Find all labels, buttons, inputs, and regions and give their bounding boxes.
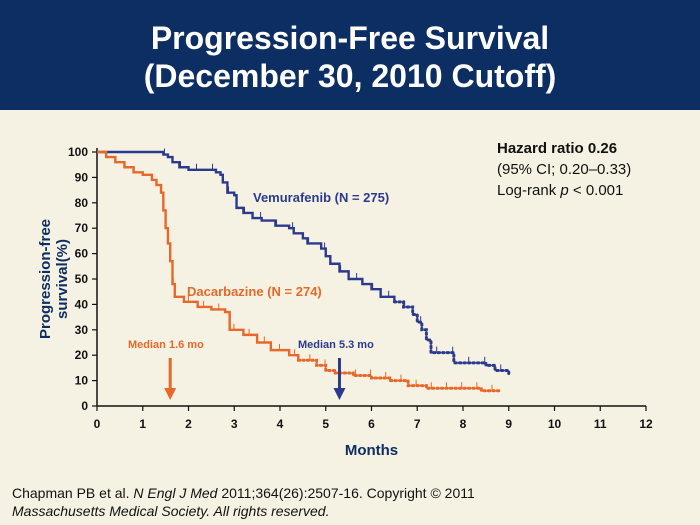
chart-annotations: Vemurafenib (N = 275) Dacarbazine (N = 27… bbox=[128, 190, 389, 400]
x-tick-label: 10 bbox=[548, 417, 562, 431]
title-line-2: (December 30, 2010 Cutoff) bbox=[143, 58, 557, 94]
x-tick-label: 3 bbox=[231, 417, 238, 431]
x-tick-label: 6 bbox=[368, 417, 375, 431]
hazard-ratio-logrank: Log-rank p < 0.001 bbox=[497, 180, 631, 201]
y-tick-label: 60 bbox=[75, 247, 89, 261]
x-tick-label: 0 bbox=[94, 417, 101, 431]
x-tick-label: 9 bbox=[505, 417, 512, 431]
x-tick-label: 2 bbox=[185, 417, 192, 431]
chart-series bbox=[97, 148, 511, 393]
x-tick-label: 11 bbox=[594, 417, 607, 431]
citation: Chapman PB et al. N Engl J Med 2011;364(… bbox=[12, 484, 692, 520]
citation-society: Massachusetts Medical Society bbox=[12, 503, 207, 519]
x-tick-label: 4 bbox=[277, 417, 284, 431]
series-line-vemurafenib bbox=[97, 150, 396, 302]
x-tick-label: 1 bbox=[139, 417, 146, 431]
logrank-prefix: Log-rank bbox=[497, 182, 561, 199]
y-axis-title-line-2: survival(%) bbox=[54, 239, 71, 319]
series-dotted-vemurafenib bbox=[392, 300, 511, 378]
x-axis-title: Months bbox=[345, 442, 398, 459]
median-arrow-head bbox=[333, 388, 346, 400]
y-tick-label: 0 bbox=[81, 399, 88, 413]
series-label-dacarbazine: Dacarbazine (N = 274) bbox=[187, 284, 322, 299]
series-line-dacarbazine bbox=[97, 150, 300, 361]
y-tick-label: 90 bbox=[75, 170, 89, 184]
citation-authors: Chapman PB et al. bbox=[12, 485, 134, 501]
citation-volume: 2011;364(26):2507-16. Copyright © 2011 bbox=[217, 485, 475, 501]
logrank-suffix: < 0.001 bbox=[568, 182, 624, 199]
title-line-1: Progression-Free Survival bbox=[150, 20, 550, 56]
y-axis-title-line-1: Progression-free bbox=[37, 219, 54, 339]
median-label-vemurafenib: Median 5.3 mo bbox=[298, 339, 374, 351]
hazard-ratio-title: Hazard ratio 0.26 bbox=[497, 140, 618, 157]
x-tick-label: 5 bbox=[322, 417, 329, 431]
citation-rights: . All rights reserved. bbox=[206, 503, 330, 519]
y-tick-label: 40 bbox=[75, 297, 89, 311]
y-tick-label: 80 bbox=[75, 196, 89, 210]
hazard-ratio-ci: (95% CI; 0.20–0.33) bbox=[497, 161, 632, 178]
y-tick-label: 50 bbox=[75, 272, 89, 286]
hazard-ratio-box: Hazard ratio 0.26 (95% CI; 0.20–0.33) Lo… bbox=[497, 138, 631, 201]
logrank-p: p bbox=[560, 182, 569, 199]
title-banner: Progression-Free Survival (December 30, … bbox=[0, 0, 700, 110]
x-tick-label: 7 bbox=[414, 417, 421, 431]
median-arrow-head bbox=[164, 388, 177, 400]
series-label-vemurafenib: Vemurafenib (N = 275) bbox=[253, 190, 389, 205]
y-tick-label: 20 bbox=[75, 348, 89, 362]
citation-journal: N Engl J Med bbox=[133, 485, 218, 501]
x-tick-label: 12 bbox=[639, 417, 653, 431]
median-label-dacarbazine: Median 1.6 mo bbox=[128, 339, 204, 351]
y-tick-label: 100 bbox=[68, 145, 88, 159]
y-tick-label: 10 bbox=[75, 374, 89, 388]
y-tick-label: 30 bbox=[75, 323, 89, 337]
x-tick-label: 8 bbox=[460, 417, 467, 431]
series-dotted-dacarbazine bbox=[296, 358, 502, 393]
y-tick-label: 70 bbox=[75, 221, 89, 235]
